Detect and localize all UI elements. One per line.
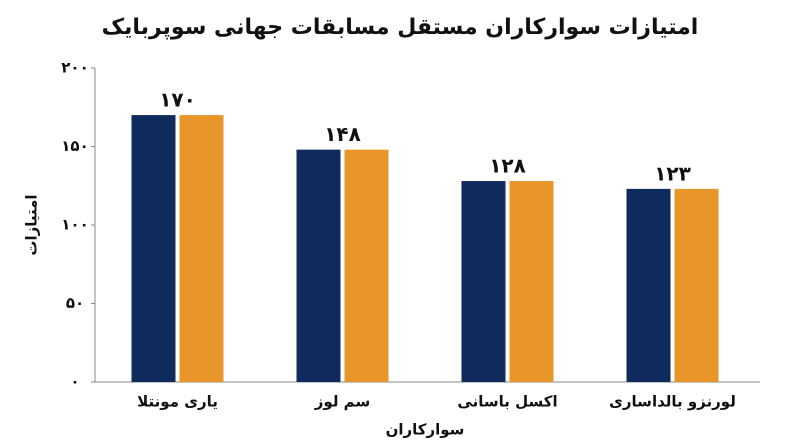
data-label: ۱۴۸ xyxy=(324,122,361,146)
x-tick-label: لورنزو بالداساری xyxy=(609,393,736,411)
bar xyxy=(131,115,176,382)
y-tick-label: ۵۰ xyxy=(66,294,84,312)
data-label: ۱۲۳ xyxy=(654,161,691,185)
bar xyxy=(179,115,224,382)
y-tick-label: ۲۰۰ xyxy=(61,59,88,77)
y-tick-label: ۰ xyxy=(70,373,79,391)
bar xyxy=(461,181,506,382)
x-tick-label: سم لوز xyxy=(314,393,370,411)
x-tick-label: اکسل باسانی xyxy=(457,393,557,411)
bar xyxy=(296,149,341,382)
y-tick-label: ۱۵۰ xyxy=(61,137,88,155)
data-label: ۱۲۸ xyxy=(489,154,526,178)
bar xyxy=(344,149,389,382)
bar xyxy=(626,188,671,382)
y-axis-label: امتیازات xyxy=(23,194,41,255)
x-tick-label: یاری مونتلا xyxy=(137,393,218,411)
data-label: ۱۷۰ xyxy=(159,88,196,112)
x-axis-label: سوارکاران xyxy=(386,421,465,439)
y-tick-label: ۱۰۰ xyxy=(61,216,88,234)
bar xyxy=(674,188,719,382)
chart-title: امتیازات سوارکاران مستقل مسابقات جهانی س… xyxy=(102,15,699,40)
bar xyxy=(509,181,554,382)
